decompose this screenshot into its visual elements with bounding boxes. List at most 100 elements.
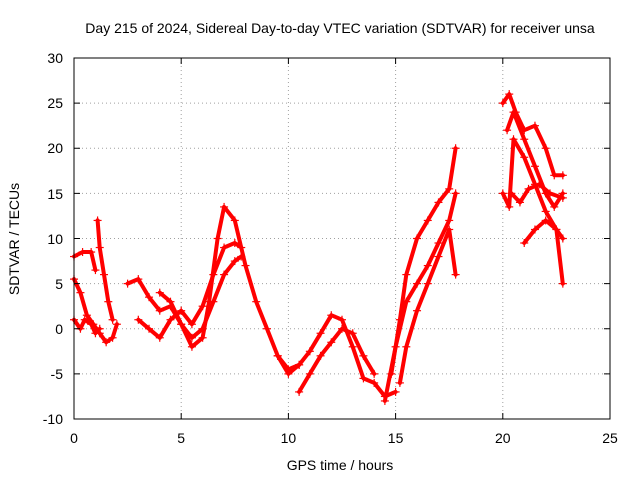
data-point [76,288,85,297]
data-point [445,216,454,225]
data-point [155,333,164,342]
data-point [413,234,422,243]
data-point [112,320,121,329]
data-series-12 [397,227,458,385]
data-point [395,378,404,387]
data-point [520,135,529,144]
data-point [558,193,567,202]
data-point [91,329,100,338]
data-point [102,338,111,347]
data-point [391,387,400,396]
data-point [230,216,239,225]
data-point [262,324,271,333]
data-point [295,360,304,369]
data-point [535,180,544,189]
data-series-5 [125,204,302,372]
data-point [213,234,222,243]
data-point [402,270,411,279]
data-point [241,261,250,270]
data-point [187,320,196,329]
data-point [541,144,550,153]
data-point [108,315,117,324]
data-point [520,239,529,248]
data-point [78,248,87,257]
data-point [558,279,567,288]
data-point [209,297,218,306]
data-point [505,202,514,211]
data-point [434,239,443,248]
data-point [558,171,567,180]
data-point [230,239,239,248]
data-point [145,324,154,333]
data-point [445,225,454,234]
data-point [220,202,229,211]
data-point [338,324,346,333]
data-point [359,374,368,383]
data-point [93,216,102,225]
y-tick-label: 25 [47,95,63,111]
y-tick-label: 20 [47,140,63,156]
data-point [198,333,207,342]
data-point [509,108,518,117]
y-axis-label: SDTVAR / TECUs [6,183,22,295]
data-point [370,378,379,387]
data-point [413,306,422,315]
data-series-9 [297,326,377,394]
data-point [134,275,143,284]
data-series-3 [72,317,102,336]
data-point [82,311,91,320]
data-point [423,216,432,225]
data-point [550,171,559,180]
data-point [395,315,404,324]
data-point [558,234,567,243]
data-series-14 [500,92,565,178]
data-series-11 [389,146,458,376]
data-series-7 [157,254,244,340]
data-point [498,99,507,108]
data-point [284,369,293,378]
data-point [209,270,218,279]
data-point [316,351,325,360]
data-point [123,279,132,288]
data-series-8 [275,313,398,399]
data-point [305,369,314,378]
data-point [95,324,104,333]
x-axis-label: GPS time / hours [287,457,394,473]
data-point [524,184,533,193]
data-point [434,252,443,261]
data-point [187,342,196,351]
data-series-16 [509,182,565,205]
x-tick-labels: 0 5 10 15 20 25 [70,430,618,446]
data-point [451,270,460,279]
data-point [187,333,196,342]
data-point [134,315,143,324]
data-point [434,198,443,207]
x-tick-label: 10 [281,430,297,446]
data-point [530,121,539,130]
data-point [295,387,304,396]
data-point [338,315,346,324]
data-point [515,198,524,207]
data-point [327,311,336,320]
x-tick-label: 0 [70,430,78,446]
data-series-2 [72,250,98,273]
data-point [327,338,336,347]
x-tick-label: 20 [495,430,511,446]
data-point [348,329,357,338]
y-tick-label: 5 [55,276,63,292]
data-point [451,189,460,198]
data-point [145,293,154,302]
y-tick-labels: -10 -5 0 5 10 15 20 25 30 [43,50,63,427]
y-tick-label: 15 [47,186,63,202]
data-point [237,243,246,252]
data-point [530,162,539,171]
data-point [370,369,379,378]
data-point [413,279,422,288]
x-tick-label: 15 [388,430,404,446]
data-point [348,342,357,351]
data-point [155,288,164,297]
data-point [520,153,529,162]
data-point [359,351,368,360]
data-point [252,297,261,306]
data-point [87,248,96,257]
